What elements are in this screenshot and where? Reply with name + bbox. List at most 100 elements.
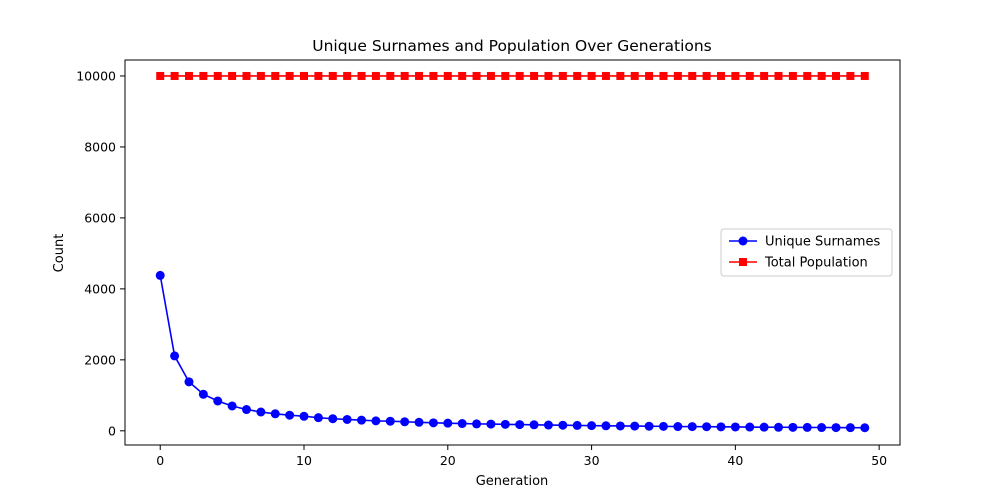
- data-point: [328, 414, 338, 424]
- legend-marker: [738, 236, 748, 246]
- data-point: [285, 410, 295, 420]
- data-point: [745, 71, 754, 80]
- data-point: [241, 405, 251, 415]
- x-tick-label: 40: [727, 453, 743, 468]
- data-point: [313, 413, 323, 423]
- data-point: [529, 420, 539, 430]
- data-point: [745, 422, 755, 432]
- data-point: [199, 71, 208, 80]
- series-unique-surnames: [155, 270, 870, 433]
- data-point: [515, 71, 524, 80]
- data-point: [615, 421, 625, 431]
- data-point: [429, 71, 438, 80]
- series-total-population: [156, 71, 869, 80]
- series-layer: [155, 71, 870, 433]
- data-point: [587, 421, 597, 431]
- data-point: [198, 389, 208, 399]
- data-point: [730, 422, 740, 432]
- data-point: [731, 71, 740, 80]
- data-point: [170, 351, 180, 361]
- data-point: [659, 71, 668, 80]
- data-point: [385, 416, 395, 426]
- data-point: [587, 71, 596, 80]
- data-point: [213, 71, 222, 80]
- legend: Unique Surnames Total Population: [720, 228, 893, 277]
- data-point: [443, 418, 453, 428]
- data-point: [285, 71, 294, 80]
- data-point: [500, 419, 510, 429]
- data-point: [644, 421, 654, 431]
- data-point: [515, 420, 525, 430]
- data-point: [601, 71, 610, 80]
- data-point: [831, 423, 841, 433]
- data-point: [270, 409, 280, 419]
- data-point: [845, 423, 855, 433]
- y-tick-label: 0: [108, 423, 116, 438]
- data-point: [788, 71, 797, 80]
- data-point: [543, 420, 553, 430]
- data-point: [342, 414, 352, 424]
- data-point: [501, 71, 510, 80]
- data-point: [817, 71, 826, 80]
- data-point: [486, 71, 495, 80]
- data-point: [572, 420, 582, 430]
- data-point: [601, 421, 611, 431]
- data-point: [774, 71, 783, 80]
- data-point: [299, 411, 309, 421]
- data-point: [832, 71, 841, 80]
- data-point: [400, 417, 410, 427]
- data-point: [170, 71, 179, 80]
- data-point: [155, 270, 165, 280]
- data-point: [759, 422, 769, 432]
- data-point: [371, 71, 380, 80]
- data-point: [256, 407, 266, 417]
- data-point: [213, 396, 223, 406]
- legend-item: Total Population: [729, 256, 868, 271]
- y-tick-label: 2000: [84, 352, 116, 367]
- legend-marker: [739, 258, 747, 266]
- data-point: [156, 71, 165, 80]
- data-point: [486, 419, 496, 429]
- data-point: [415, 71, 424, 80]
- data-point: [760, 71, 769, 80]
- data-point: [558, 420, 568, 430]
- data-point: [645, 71, 654, 80]
- data-point: [788, 422, 798, 432]
- x-tick-label: 0: [156, 453, 164, 468]
- data-point: [803, 71, 812, 80]
- series-line: [159, 275, 865, 429]
- legend-label: Total Population: [764, 256, 868, 271]
- data-point: [530, 71, 539, 80]
- data-point: [472, 419, 482, 429]
- data-point: [860, 71, 869, 80]
- data-point: [458, 71, 467, 80]
- data-point: [328, 71, 337, 80]
- data-point: [687, 422, 697, 432]
- data-point: [400, 71, 409, 80]
- data-point: [716, 71, 725, 80]
- data-point: [860, 423, 870, 433]
- y-tick-label: 4000: [84, 281, 116, 296]
- x-axis-title: Generation: [476, 474, 549, 489]
- x-tick-label: 30: [584, 453, 600, 468]
- data-point: [774, 422, 784, 432]
- x-axis: 0 10 20 30 40 50: [156, 445, 887, 468]
- data-point: [357, 71, 366, 80]
- data-point: [228, 71, 237, 80]
- data-point: [716, 422, 726, 432]
- data-point: [414, 417, 424, 427]
- data-point: [386, 71, 395, 80]
- data-point: [658, 421, 668, 431]
- data-point: [673, 71, 682, 80]
- data-point: [616, 71, 625, 80]
- data-point: [630, 421, 640, 431]
- legend-item: Unique Surnames: [729, 235, 880, 250]
- data-point: [443, 71, 452, 80]
- y-axis: 0 2000 4000 6000 8000 10000: [76, 68, 125, 438]
- data-point: [428, 418, 438, 428]
- x-tick-label: 20: [440, 453, 456, 468]
- data-point: [371, 416, 381, 426]
- data-point: [227, 401, 237, 411]
- plot-frame: [124, 59, 901, 446]
